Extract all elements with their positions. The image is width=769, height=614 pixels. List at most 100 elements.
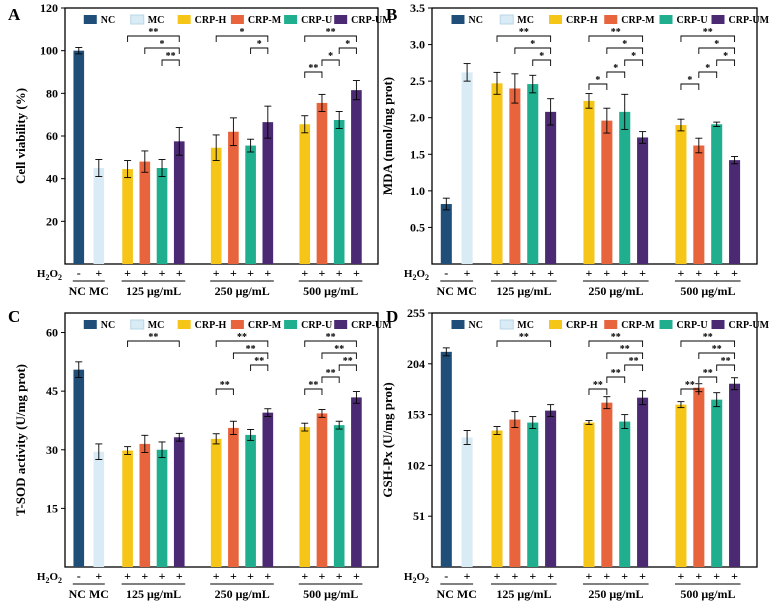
bar bbox=[601, 120, 613, 264]
significance-label: ** bbox=[629, 356, 639, 367]
significance-bracket bbox=[304, 71, 323, 78]
legend-label: CRP-UM bbox=[351, 320, 392, 331]
significance-label: * bbox=[622, 39, 627, 50]
significance-label: ** bbox=[721, 356, 731, 367]
h2o2-sign: + bbox=[176, 569, 183, 583]
significance-bracket bbox=[680, 35, 736, 42]
group-label: 125 μg/mL bbox=[126, 587, 181, 601]
significance-label: ** bbox=[343, 356, 353, 367]
legend-label: NC bbox=[101, 320, 115, 331]
significance-bracket bbox=[161, 59, 180, 66]
h2o2-sign: + bbox=[678, 569, 685, 583]
y-tick-label: 255 bbox=[407, 306, 425, 320]
legend-swatch bbox=[549, 320, 562, 329]
h2o2-sign: + bbox=[301, 266, 308, 280]
significance-label: * bbox=[613, 63, 618, 74]
bar bbox=[93, 168, 105, 264]
h2o2-sign: + bbox=[695, 569, 702, 583]
h2o2-label: H2O2 bbox=[37, 268, 62, 282]
legend-label: CRP-UM bbox=[729, 15, 769, 26]
h2o2-sign: + bbox=[713, 266, 720, 280]
legend-label: CRP-U bbox=[677, 15, 708, 26]
y-tick-label: 1.5 bbox=[410, 147, 425, 161]
significance-label: ** bbox=[148, 27, 158, 38]
significance-label: ** bbox=[519, 27, 529, 38]
legend-label: CRP-M bbox=[248, 15, 282, 26]
group-label: 500 μg/mL bbox=[303, 587, 358, 601]
panel-A: A 20 40 60 80 100 120 Cell viability (%) NC MC CRP… bbox=[8, 1, 392, 298]
bar bbox=[440, 351, 452, 567]
h2o2-sign: + bbox=[95, 569, 102, 583]
significance-label: ** bbox=[712, 344, 722, 355]
significance-label: * bbox=[714, 39, 719, 50]
legend-label: CRP-M bbox=[621, 15, 655, 26]
h2o2-sign: + bbox=[353, 569, 360, 583]
h2o2-sign: + bbox=[336, 569, 343, 583]
significance-bracket bbox=[588, 35, 644, 42]
panel-letter: D bbox=[386, 307, 398, 326]
y-tick-label: 1.0 bbox=[410, 184, 425, 198]
significance-bracket bbox=[496, 340, 552, 347]
significance-bracket bbox=[606, 47, 644, 54]
bar bbox=[527, 84, 539, 264]
significance-bracket bbox=[716, 364, 736, 371]
h2o2-sign: + bbox=[529, 569, 536, 583]
y-tick-label: 15 bbox=[46, 501, 58, 515]
h2o2-sign: + bbox=[247, 266, 254, 280]
significance-label: ** bbox=[237, 332, 247, 343]
legend-swatch bbox=[130, 14, 145, 25]
group-label: 500 μg/mL bbox=[680, 284, 735, 298]
significance-bracket bbox=[588, 340, 644, 347]
significance-bracket bbox=[250, 47, 269, 54]
bar bbox=[527, 422, 539, 567]
h2o2-sign: + bbox=[301, 569, 308, 583]
significance-label: * bbox=[240, 27, 245, 38]
significance-label: ** bbox=[620, 344, 630, 355]
h2o2-sign: - bbox=[444, 569, 448, 583]
legend-label: MC bbox=[517, 320, 534, 331]
bar bbox=[461, 437, 473, 567]
legend-swatch bbox=[83, 320, 97, 329]
h2o2-sign: + bbox=[511, 569, 518, 583]
significance-label: * bbox=[328, 51, 333, 62]
y-tick-label: 0.5 bbox=[410, 220, 425, 234]
bar bbox=[545, 410, 557, 567]
significance-label: ** bbox=[519, 332, 529, 343]
significance-bracket bbox=[680, 83, 700, 90]
bar bbox=[210, 147, 222, 264]
significance-label: ** bbox=[611, 27, 621, 38]
legend-label: NC bbox=[469, 15, 483, 26]
group-label: 250 μg/mL bbox=[215, 587, 270, 601]
bar bbox=[122, 450, 133, 567]
significance-label: ** bbox=[254, 356, 264, 367]
h2o2-sign: + bbox=[695, 266, 702, 280]
y-tick-label: 60 bbox=[46, 326, 58, 340]
legend-label: MC bbox=[148, 15, 165, 26]
group-label: NC MC bbox=[437, 284, 477, 298]
y-tick-label: 20 bbox=[46, 214, 58, 228]
significance-bracket bbox=[321, 352, 357, 359]
h2o2-sign: + bbox=[95, 266, 102, 280]
h2o2-sign: + bbox=[621, 569, 628, 583]
bar bbox=[619, 421, 631, 567]
h2o2-sign: + bbox=[176, 266, 183, 280]
bar bbox=[711, 124, 723, 264]
y-tick-label: 51 bbox=[413, 509, 425, 523]
significance-bracket bbox=[321, 376, 340, 383]
h2o2-sign: + bbox=[586, 569, 593, 583]
significance-label: ** bbox=[611, 368, 621, 379]
h2o2-label: H2O2 bbox=[37, 571, 62, 585]
bar bbox=[711, 399, 723, 567]
h2o2-sign: - bbox=[77, 266, 81, 280]
group-label: 250 μg/mL bbox=[215, 284, 270, 298]
significance-label: ** bbox=[593, 380, 603, 391]
h2o2-sign: + bbox=[353, 266, 360, 280]
significance-label: * bbox=[530, 39, 535, 50]
significance-bracket bbox=[698, 47, 736, 54]
h2o2-sign: + bbox=[547, 569, 554, 583]
legend-swatch bbox=[284, 320, 298, 329]
bar bbox=[583, 422, 595, 567]
h2o2-sign: + bbox=[494, 266, 501, 280]
h2o2-label: H2O2 bbox=[404, 571, 429, 585]
legend-swatch bbox=[334, 15, 348, 24]
